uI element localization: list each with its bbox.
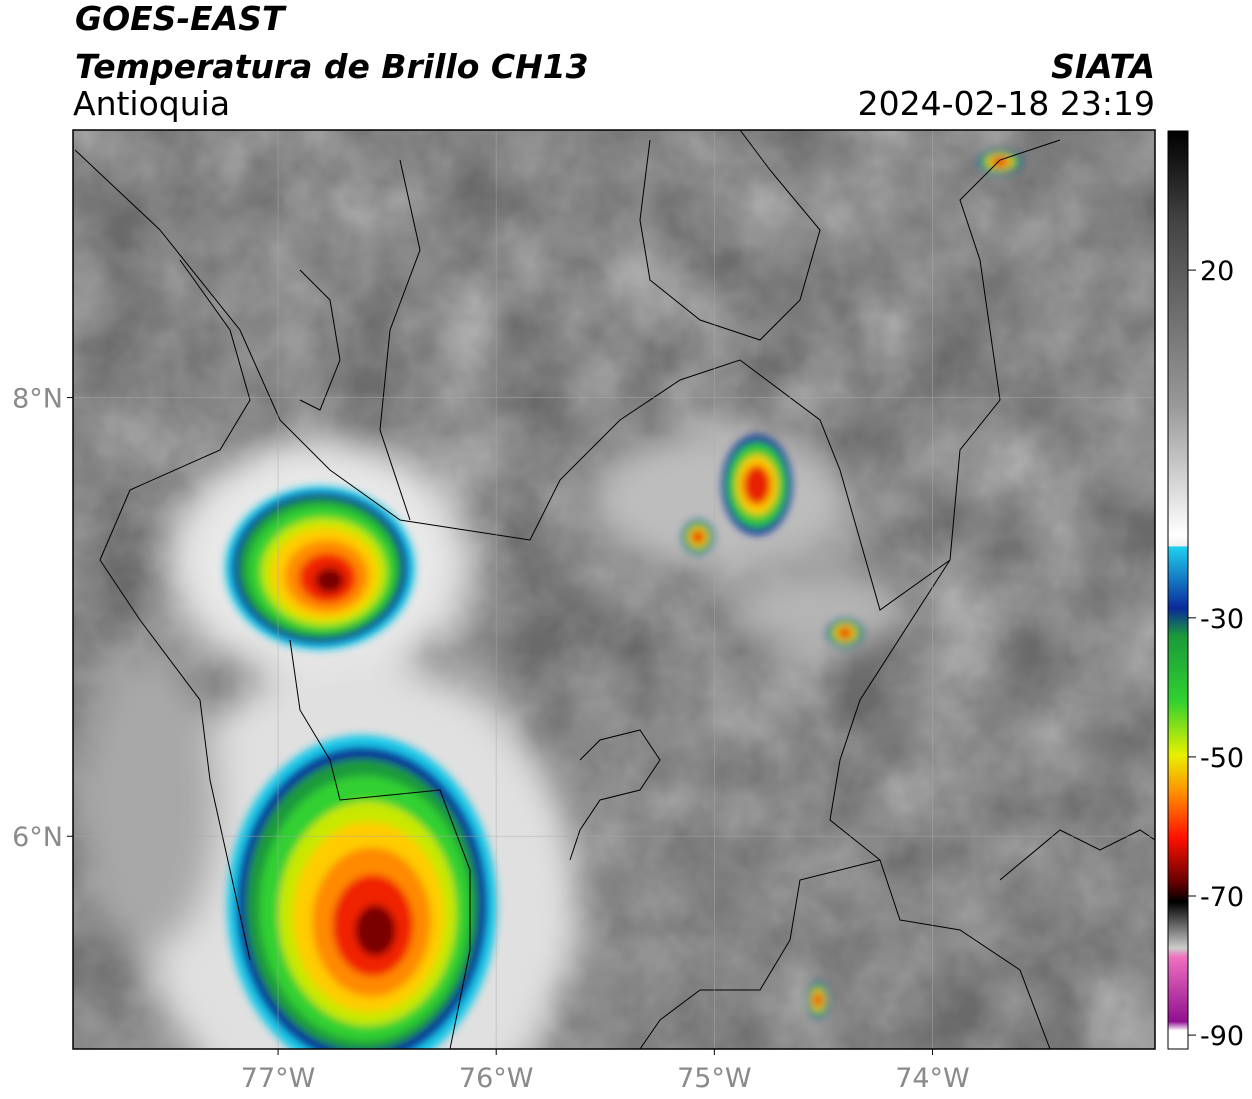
storm-small <box>682 520 714 554</box>
map-frame <box>72 129 1156 1050</box>
y-tick-label: 6°N <box>12 822 63 853</box>
source: SIATA <box>1051 47 1155 86</box>
colorbar-ticks: 20 -30 -50 -70 -90 <box>1188 256 1244 1052</box>
colorbar-tick-label: -70 <box>1200 882 1244 913</box>
storm-north <box>722 435 792 535</box>
x-ticks: 77°W 76°W 75°W 74°W <box>241 1049 970 1094</box>
colorbar-tick-label: 20 <box>1200 256 1234 287</box>
x-tick-label: 75°W <box>677 1063 752 1094</box>
x-tick-label: 77°W <box>241 1063 316 1094</box>
y-tick-label: 8°N <box>12 384 63 415</box>
map-image <box>73 130 1155 1049</box>
timestamp: 2024-02-18 23:19 <box>858 84 1155 123</box>
colorbar-tick-label: -90 <box>1200 1021 1244 1052</box>
colorbar-tick-label: -30 <box>1200 604 1244 635</box>
colorbar <box>1167 130 1189 1050</box>
y-ticks: 8°N 6°N <box>12 384 73 853</box>
title: GOES-EAST <box>75 0 287 38</box>
grid <box>73 130 1155 1049</box>
storm-south <box>227 735 497 1049</box>
storm-southeast <box>807 982 829 1018</box>
storm-east <box>827 619 863 647</box>
subtitle: Temperatura de Brillo CH13 <box>75 47 589 86</box>
region: Antioquia <box>73 84 230 123</box>
x-tick-label: 74°W <box>895 1063 970 1094</box>
x-tick-label: 76°W <box>459 1063 534 1094</box>
borders <box>74 130 1155 1049</box>
storm-northeast <box>978 150 1022 174</box>
colorbar-tick-label: -50 <box>1200 743 1244 774</box>
